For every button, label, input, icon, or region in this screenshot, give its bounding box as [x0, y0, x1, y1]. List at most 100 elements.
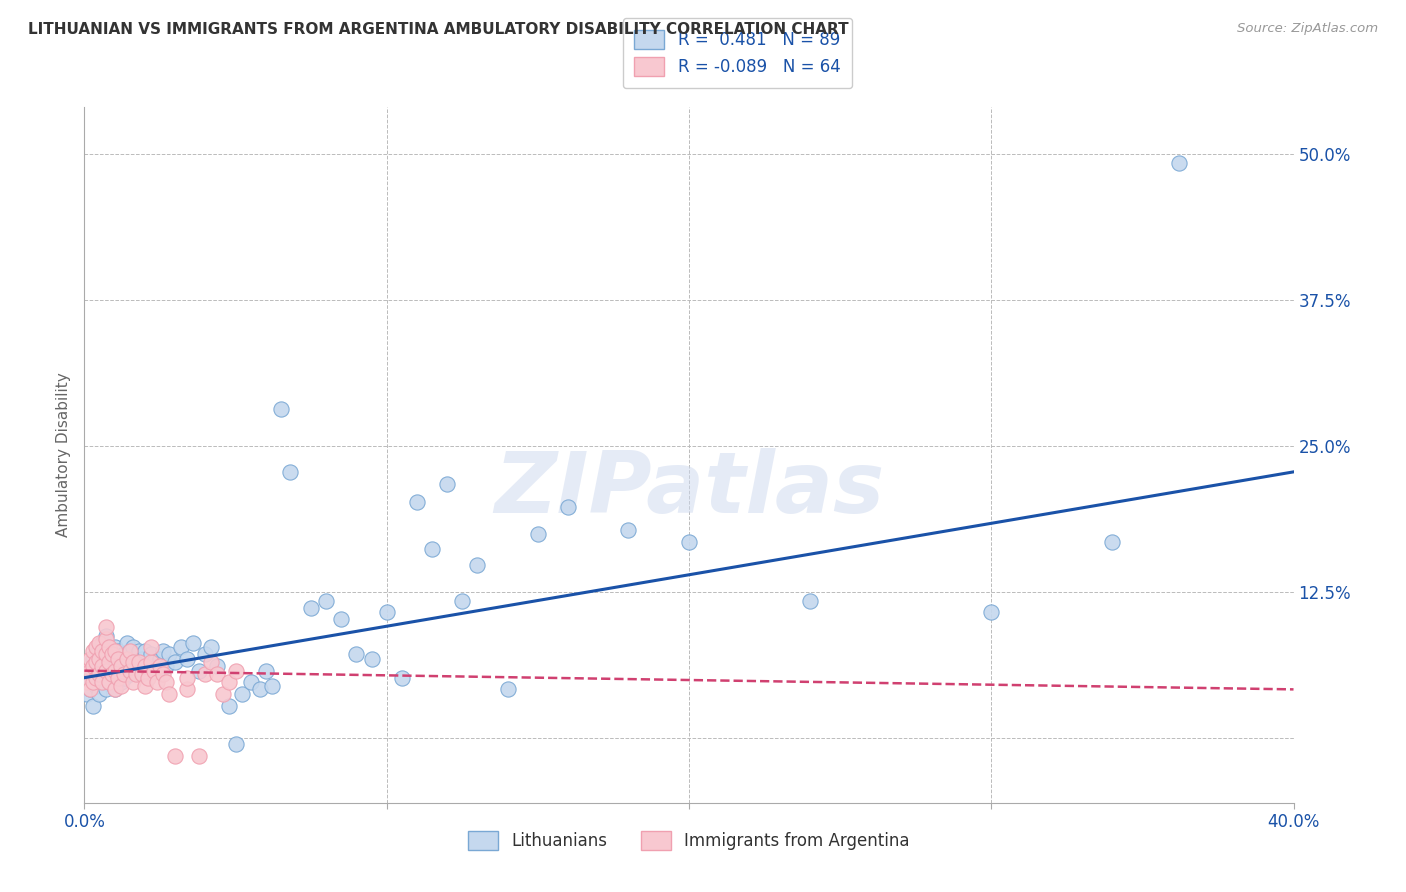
Point: [97, 656, 120, 670]
Point: [79, 671, 101, 685]
Point: [82, 675, 104, 690]
Point: [134, 644, 156, 658]
Point: [118, 667, 141, 681]
Point: [79, 664, 101, 678]
Point: [94, 664, 117, 678]
Point: [97, 675, 120, 690]
Point: [146, 664, 169, 678]
Point: [188, 664, 211, 678]
Point: [89, 687, 111, 701]
Point: [107, 664, 129, 678]
Point: [527, 526, 550, 541]
Point: [139, 656, 162, 670]
Point: [142, 664, 165, 678]
Point: [112, 671, 135, 685]
Point: [128, 667, 150, 681]
Point: [207, 659, 229, 673]
Point: [89, 652, 111, 666]
Point: [86, 671, 108, 685]
Point: [467, 558, 489, 573]
Point: [121, 664, 143, 678]
Point: [254, 664, 277, 678]
Point: [194, 667, 217, 681]
Point: [451, 593, 474, 607]
Point: [110, 652, 132, 666]
Point: [91, 635, 114, 649]
Point: [1167, 156, 1189, 170]
Point: [82, 664, 104, 678]
Point: [176, 682, 198, 697]
Point: [131, 652, 153, 666]
Point: [104, 664, 127, 678]
Point: [239, 675, 262, 690]
Point: [115, 635, 138, 649]
Point: [86, 640, 108, 655]
Point: [104, 659, 127, 673]
Point: [121, 675, 143, 690]
Point: [110, 679, 132, 693]
Point: [181, 635, 204, 649]
Point: [128, 656, 150, 670]
Point: [155, 675, 177, 690]
Point: [134, 679, 156, 693]
Point: [436, 476, 458, 491]
Point: [125, 667, 148, 681]
Point: [110, 675, 132, 690]
Point: [420, 542, 443, 557]
Point: [97, 656, 120, 670]
Point: [799, 593, 821, 607]
Point: [82, 652, 104, 666]
Point: [94, 620, 117, 634]
Point: [118, 644, 141, 658]
Point: [121, 656, 143, 670]
Point: [165, 749, 187, 764]
Point: [142, 656, 165, 670]
Y-axis label: Ambulatory Disability: Ambulatory Disability: [56, 373, 72, 537]
Point: [79, 652, 101, 666]
Point: [157, 687, 180, 701]
Point: [136, 671, 159, 685]
Point: [678, 535, 700, 549]
Point: [91, 675, 114, 690]
Point: [375, 605, 398, 619]
Point: [360, 652, 382, 666]
Point: [346, 648, 368, 662]
Point: [82, 644, 104, 658]
Point: [270, 401, 292, 416]
Point: [152, 667, 174, 681]
Point: [496, 682, 519, 697]
Point: [200, 656, 222, 670]
Point: [97, 640, 120, 655]
Point: [94, 632, 117, 646]
Point: [82, 698, 104, 713]
Point: [980, 605, 1002, 619]
Point: [139, 640, 162, 655]
Point: [260, 679, 283, 693]
Point: [278, 465, 301, 479]
Point: [82, 659, 104, 673]
Point: [91, 659, 114, 673]
Point: [89, 667, 111, 681]
Text: Source: ZipAtlas.com: Source: ZipAtlas.com: [1237, 22, 1378, 36]
Point: [218, 675, 240, 690]
Point: [97, 675, 120, 690]
Point: [107, 671, 129, 685]
Point: [110, 659, 132, 673]
Point: [94, 648, 117, 662]
Point: [104, 682, 127, 697]
Point: [207, 667, 229, 681]
Legend: Lithuanians, Immigrants from Argentina: Lithuanians, Immigrants from Argentina: [461, 824, 917, 857]
Point: [149, 652, 172, 666]
Point: [131, 667, 153, 681]
Point: [104, 640, 127, 655]
Point: [79, 682, 101, 697]
Point: [170, 640, 193, 655]
Point: [194, 648, 217, 662]
Text: ZIPatlas: ZIPatlas: [494, 448, 884, 532]
Point: [299, 600, 322, 615]
Point: [134, 664, 156, 678]
Point: [225, 737, 247, 751]
Point: [146, 675, 169, 690]
Point: [391, 671, 413, 685]
Point: [128, 644, 150, 658]
